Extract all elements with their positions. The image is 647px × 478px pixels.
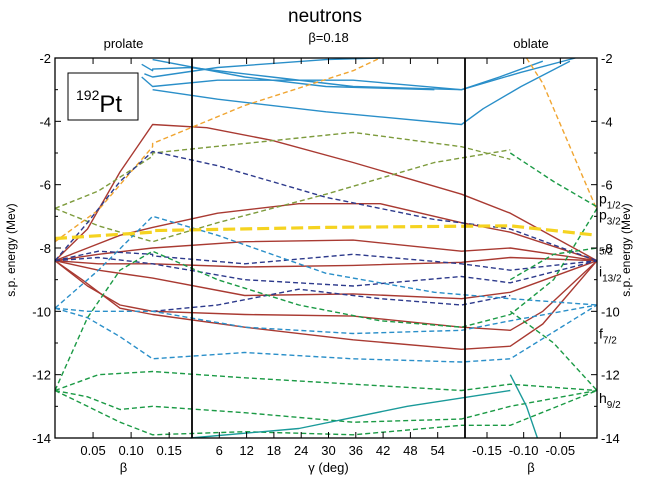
series-line-0 [141, 60, 544, 91]
series-line-8 [54, 256, 598, 268]
series-line-4 [152, 58, 435, 91]
panel-label: oblate [513, 36, 548, 51]
x-tick-label: 0.15 [157, 443, 182, 458]
y-tick-label-right: -8 [601, 241, 613, 256]
series-line-5 [54, 123, 598, 262]
x-tick-label: 0.05 [80, 443, 105, 458]
x-tick-label: 30 [321, 443, 335, 458]
y-tick-label-right: -10 [601, 304, 620, 319]
series-line-9 [54, 260, 598, 300]
panel-label: prolate [104, 36, 144, 51]
series-line-12 [54, 57, 381, 243]
orbital-label: f7/2 [599, 325, 617, 346]
series-layer [54, 57, 598, 439]
x-tick-label: 54 [430, 443, 444, 458]
series-line-17 [54, 250, 598, 271]
orbital-label: 5/2 [599, 247, 613, 258]
orbital-label: p3/2 [599, 207, 621, 228]
series-line-22 [54, 304, 598, 363]
x-tick-label: -0.05 [546, 443, 576, 458]
series-line-30 [190, 389, 511, 439]
series-line-11 [54, 260, 598, 350]
y-tick-label-right: -14 [601, 431, 620, 446]
panel-label: β=0.18 [308, 30, 348, 45]
y-tick-label-left: -14 [32, 431, 51, 446]
x-tick-label: -0.10 [509, 443, 539, 458]
series-line-19 [152, 288, 511, 312]
series-line-14 [54, 131, 511, 210]
series-line-15 [54, 149, 511, 243]
series-line-27 [509, 152, 598, 208]
x-tick-label: -0.15 [472, 443, 502, 458]
y-axis-label-right: s.p. energy (Mev) [619, 203, 633, 296]
nucleus-symbol: Pt [99, 91, 122, 118]
y-tick-label-left: -6 [39, 178, 51, 193]
series-line-2 [141, 57, 576, 91]
series-line-23 [54, 208, 598, 391]
x-axis-label: γ (deg) [308, 460, 348, 475]
series-line-29 [509, 247, 598, 281]
series-line-20 [54, 215, 598, 309]
series-line-10 [54, 260, 598, 331]
x-axis-label: β [527, 460, 534, 475]
x-tick-label: 24 [294, 443, 308, 458]
chart-title: neutrons [288, 6, 362, 27]
series-line-7 [54, 239, 598, 262]
series-line-16 [54, 150, 598, 262]
tick-layer: -2 -2 -4 -4 -6 -6 -8 -8 -10 -10 -12 -12 -14 -14 0.05 0.… [32, 51, 620, 475]
series-line-25 [54, 389, 598, 423]
orbital-labels: p1/2p3/2 5/2 i13/2 f7/2 h9/2 [599, 191, 622, 411]
x-tick-label: 0.10 [118, 443, 143, 458]
y-tick-label-right: -6 [601, 178, 613, 193]
orbital-label: h9/2 [599, 390, 621, 411]
series-line-21 [54, 304, 598, 335]
x-tick-label: 18 [267, 443, 281, 458]
series-line-3 [152, 60, 571, 126]
svg-text:192Pt: 192Pt [76, 87, 122, 118]
x-tick-label: 36 [349, 443, 363, 458]
y-tick-label-right: -12 [601, 368, 620, 383]
series-line-18 [54, 256, 598, 287]
nucleus-mass: 192 [76, 87, 100, 103]
series-line-13 [525, 57, 598, 211]
nucleus-label-box: 192Pt [67, 72, 139, 121]
series-line-24 [54, 370, 598, 392]
series-line-6 [54, 203, 598, 262]
series-line-31 [509, 374, 539, 439]
x-tick-label: 12 [239, 443, 253, 458]
y-tick-label-left: -2 [39, 51, 51, 66]
y-tick-label-right: -4 [601, 114, 613, 129]
y-tick-label-left: -8 [39, 241, 51, 256]
y-axis-label-left: s.p. energy (Mev) [4, 203, 18, 296]
orbital-label: i13/2 [599, 264, 622, 285]
orbital-label: p1/2 [599, 191, 621, 212]
x-tick-label: 48 [403, 443, 417, 458]
x-tick-label: 42 [376, 443, 390, 458]
y-tick-label-left: -12 [32, 368, 51, 383]
x-axis-label: β [120, 460, 127, 475]
series-line-1 [144, 57, 381, 78]
y-tick-label-left: -10 [32, 304, 51, 319]
x-tick-label: 6 [216, 443, 223, 458]
y-tick-label-left: -4 [39, 114, 51, 129]
series-line-26 [54, 389, 598, 436]
series-line-32 [54, 224, 598, 241]
y-tick-label-right: -2 [601, 51, 613, 66]
series-line-28 [509, 310, 598, 391]
